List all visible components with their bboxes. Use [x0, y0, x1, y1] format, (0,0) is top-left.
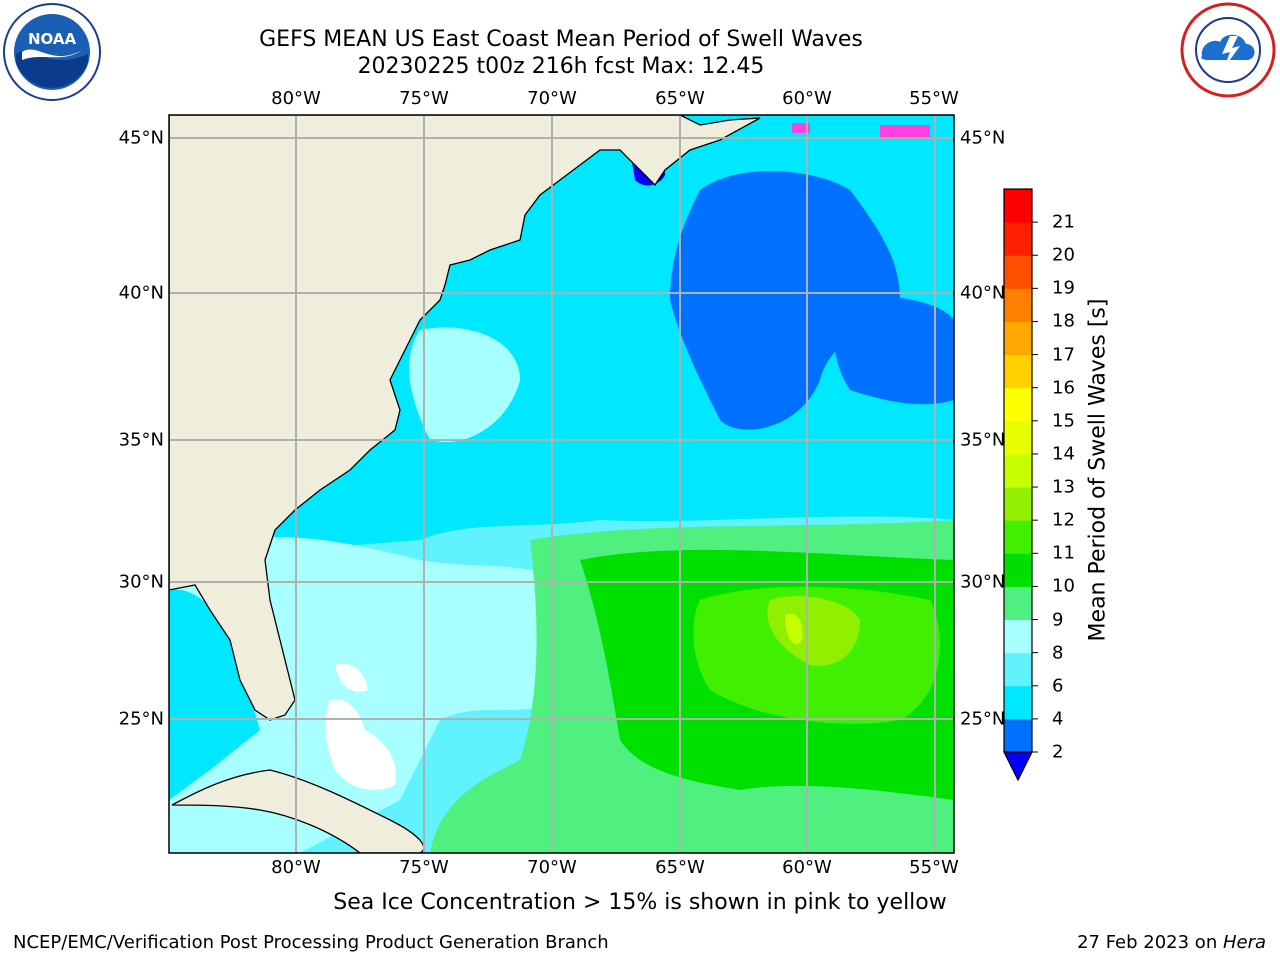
- lon-label-top: 60°W: [782, 88, 832, 109]
- noaa-logo-icon: NOAA: [3, 3, 101, 101]
- sea-ice-patch: [880, 125, 930, 139]
- title-line-2: 20230225 t00z 216h fcst Max: 12.45: [357, 54, 765, 79]
- colorbar-ticks: [1032, 221, 1038, 753]
- sea-ice-patch: [792, 123, 810, 133]
- colorbar-tick-label: 19: [1052, 277, 1075, 299]
- colorbar-segment: [1004, 652, 1032, 687]
- footer-credit: NCEP/EMC/Verification Post Processing Pr…: [13, 932, 609, 953]
- colorbar-title: Mean Period of Swell Waves [s]: [1085, 298, 1111, 642]
- colorbar-segment: [1004, 321, 1032, 356]
- lat-label-right: 30°N: [960, 571, 1006, 593]
- colorbar-tick-label: 6: [1052, 675, 1064, 697]
- bahamas-bank: [325, 699, 396, 790]
- lat-label-right: 35°N: [960, 429, 1006, 451]
- colorbar-segment: [1004, 586, 1032, 621]
- colorbar-frame: [1003, 188, 1033, 753]
- lon-label-top: 55°W: [909, 88, 959, 109]
- colorbar-segment: [1004, 487, 1032, 521]
- lat-label-left: 25°N: [118, 708, 164, 730]
- lat-label-right: 45°N: [960, 127, 1006, 149]
- footer-date-text: 27 Feb 2023 on: [1077, 932, 1223, 953]
- lon-label-top: 65°W: [655, 88, 705, 109]
- lat-label-left: 35°N: [118, 429, 164, 451]
- lat-label-left: 45°N: [118, 127, 164, 149]
- colorbar-tick-label: 10: [1052, 575, 1075, 597]
- colorbar-tick-label: 17: [1052, 344, 1075, 366]
- colorbar-segment: [1004, 685, 1032, 720]
- nws-logo-icon: [1180, 2, 1276, 98]
- ocean-region-lightcyan-north: [409, 327, 520, 442]
- colorbar-tick-label: 13: [1052, 476, 1075, 498]
- footer-host: Hera: [1222, 932, 1266, 953]
- colorbar-tick-label: 20: [1052, 244, 1075, 266]
- lon-label-top: 80°W: [271, 88, 321, 109]
- colorbar-tick-label: 8: [1052, 642, 1064, 664]
- title-line-1: GEFS MEAN US East Coast Mean Period of S…: [259, 27, 863, 52]
- lon-label-bottom: 75°W: [399, 857, 449, 878]
- sea-ice-note: Sea Ice Concentration > 15% is shown in …: [333, 890, 947, 915]
- lon-label-bottom: 55°W: [909, 857, 959, 878]
- colorbar-segment: [1004, 553, 1032, 587]
- lon-label-top: 75°W: [399, 88, 449, 109]
- colorbar-tick-label: 11: [1052, 542, 1075, 564]
- colorbar-tick-label: 9: [1052, 609, 1064, 631]
- colorbar-segment: [1004, 619, 1032, 654]
- colorbar-segment: [1004, 387, 1032, 422]
- colorbar-tick-label: 16: [1052, 377, 1075, 399]
- colorbar-tick-label: 4: [1052, 708, 1064, 730]
- land-north-america: [169, 115, 761, 721]
- colorbar-segment: [1004, 453, 1032, 488]
- lon-label-bottom: 70°W: [527, 857, 577, 878]
- colorbar-segment: [1004, 354, 1032, 389]
- ocean-region-yellowgreen: [767, 596, 860, 666]
- lon-label-top: 70°W: [527, 88, 577, 109]
- footer-date: 27 Feb 2023 on Hera: [1077, 932, 1266, 953]
- colorbar-segment: [1004, 222, 1032, 256]
- map-frame: [168, 114, 955, 854]
- lon-label-bottom: 65°W: [655, 857, 705, 878]
- ocean-region-blue-east: [833, 296, 954, 405]
- colorbar-segment: [1004, 288, 1032, 322]
- colorbar-segment: [1004, 189, 1032, 223]
- lat-label-left: 40°N: [118, 282, 164, 304]
- colorbar-segment: [1004, 520, 1032, 554]
- colorbar-tick-label: 12: [1052, 509, 1075, 531]
- colorbar-segment: [1004, 255, 1032, 289]
- colorbar-tick-label: 18: [1052, 310, 1075, 332]
- colorbar-tick-label: 15: [1052, 410, 1075, 432]
- lon-label-bottom: 60°W: [782, 857, 832, 878]
- ocean-region-max: [785, 613, 803, 644]
- lon-label-bottom: 80°W: [271, 857, 321, 878]
- lat-label-right: 40°N: [960, 282, 1006, 304]
- colorbar-segment: [1004, 718, 1032, 753]
- noaa-logo-text: NOAA: [28, 30, 77, 48]
- lat-label-left: 30°N: [118, 571, 164, 593]
- bahamas-bank-north: [335, 663, 368, 692]
- colorbar-tick-label: 21: [1052, 211, 1075, 233]
- gulf-region: [169, 589, 260, 800]
- colorbar-segment: [1004, 420, 1032, 455]
- graticule: [169, 115, 954, 853]
- colorbar-under-arrow: [1003, 751, 1033, 782]
- colorbar: [1004, 189, 1032, 753]
- land-cuba: [171, 769, 425, 853]
- colorbar-tick-label: 2: [1052, 741, 1064, 763]
- lat-label-right: 25°N: [960, 708, 1006, 730]
- colorbar-tick-label: 14: [1052, 443, 1075, 465]
- ocean-region-blue: [670, 171, 900, 430]
